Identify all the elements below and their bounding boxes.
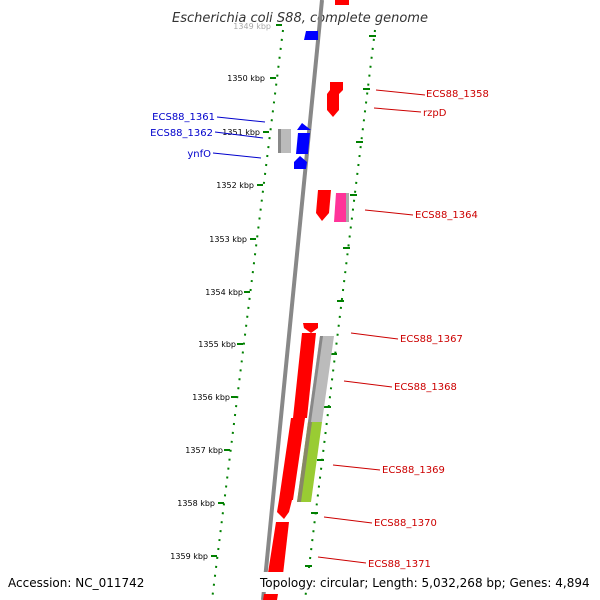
- ruler-label: 1349 kbp: [233, 22, 271, 31]
- label-ecs88-1369[interactable]: ECS88_1369: [382, 465, 445, 476]
- connector-ynfo: [212, 152, 262, 159]
- connector-ecs88-1362: [214, 131, 264, 139]
- ruler-label: 1359 kbp: [170, 552, 208, 561]
- footer-summary: Topology: circular; Length: 5,032,268 bp…: [259, 576, 590, 590]
- gene-ecs88-1368-edge[interactable]: [308, 336, 323, 422]
- connector-ecs88-1364: [364, 209, 414, 216]
- outer-dotted-track: [304, 29, 376, 600]
- ruler-label: 1351 kbp: [222, 128, 260, 137]
- label-ecs88-1358[interactable]: ECS88_1358: [426, 89, 489, 100]
- gene-ecs88-1368[interactable]: [308, 336, 334, 422]
- map-title: Escherichia coli S88, complete genome: [172, 11, 428, 26]
- connector-ecs88-1358: [375, 89, 426, 96]
- label-rzpd[interactable]: rzpD: [423, 108, 447, 119]
- connector-ecs88-1367: [350, 332, 399, 340]
- gene-ynfo[interactable]: [294, 156, 307, 169]
- gene-top-reverse[interactable]: [304, 31, 318, 40]
- ruler-label: 1356 kbp: [192, 393, 230, 402]
- gene-ecs88-1361[interactable]: [297, 123, 311, 130]
- ruler-label: 1354 kbp: [205, 288, 243, 297]
- label-ecs88-1371[interactable]: ECS88_1371: [368, 559, 431, 570]
- ruler-ticks: [211, 24, 282, 557]
- gene-ecs88-1369-edge[interactable]: [297, 422, 312, 502]
- connector-ecs88-1370: [323, 516, 373, 524]
- blue-label-connectors: [212, 116, 266, 159]
- label-ecs88-1368[interactable]: ECS88_1368: [394, 382, 457, 393]
- gene-ecs88-1367[interactable]: [303, 323, 318, 333]
- gene-rna-edge[interactable]: [346, 193, 349, 222]
- label-ecs88-1370[interactable]: ECS88_1370: [374, 518, 437, 529]
- gene-top-forward[interactable]: [335, 0, 349, 5]
- gene-bottom-edge[interactable]: [263, 594, 278, 600]
- genome-backbone: [261, 0, 324, 600]
- gene-ecs88-1364-rna[interactable]: [334, 193, 348, 222]
- label-ynfo[interactable]: ynfO: [187, 149, 211, 160]
- label-ecs88-1367[interactable]: ECS88_1367: [400, 334, 463, 345]
- outer-ticks: [305, 35, 376, 567]
- ruler-label: 1357 kbp: [185, 446, 223, 455]
- label-ecs88-1364[interactable]: ECS88_1364: [415, 210, 478, 221]
- connector-ecs88-1361: [216, 116, 266, 123]
- connector-ecs88-1368: [343, 380, 393, 388]
- gene-ecs88-1358[interactable]: [327, 82, 343, 117]
- gene-ecs88-1369-forward[interactable]: [279, 418, 305, 500]
- ruler-label: 1353 kbp: [209, 235, 247, 244]
- ruler-label: 1358 kbp: [177, 499, 215, 508]
- gene-ecs88-1367-body[interactable]: [293, 333, 316, 418]
- footer-accession: Accession: NC_011742: [8, 576, 144, 590]
- gene-ecs88-1364[interactable]: [316, 190, 331, 221]
- gene-ecs88-1362-pseudo[interactable]: [279, 129, 291, 153]
- gene-ecs88-1370[interactable]: [277, 500, 292, 519]
- connector-rzpd: [373, 107, 422, 113]
- ruler-label: 1355 kbp: [198, 340, 236, 349]
- inner-dotted-track: [211, 29, 284, 600]
- label-ecs88-1361[interactable]: ECS88_1361: [152, 112, 215, 123]
- gene-ecs88-1362[interactable]: [296, 133, 310, 154]
- gene-pseudo-dark-edge[interactable]: [278, 129, 281, 153]
- connector-ecs88-1371: [317, 556, 367, 564]
- footer-summary-bg: [258, 572, 600, 592]
- red-label-connectors: [317, 89, 426, 564]
- connector-ecs88-1369: [332, 464, 381, 471]
- label-ecs88-1362[interactable]: ECS88_1362: [150, 128, 213, 139]
- ruler-label: 1350 kbp: [227, 74, 265, 83]
- ruler-label: 1352 kbp: [216, 181, 254, 190]
